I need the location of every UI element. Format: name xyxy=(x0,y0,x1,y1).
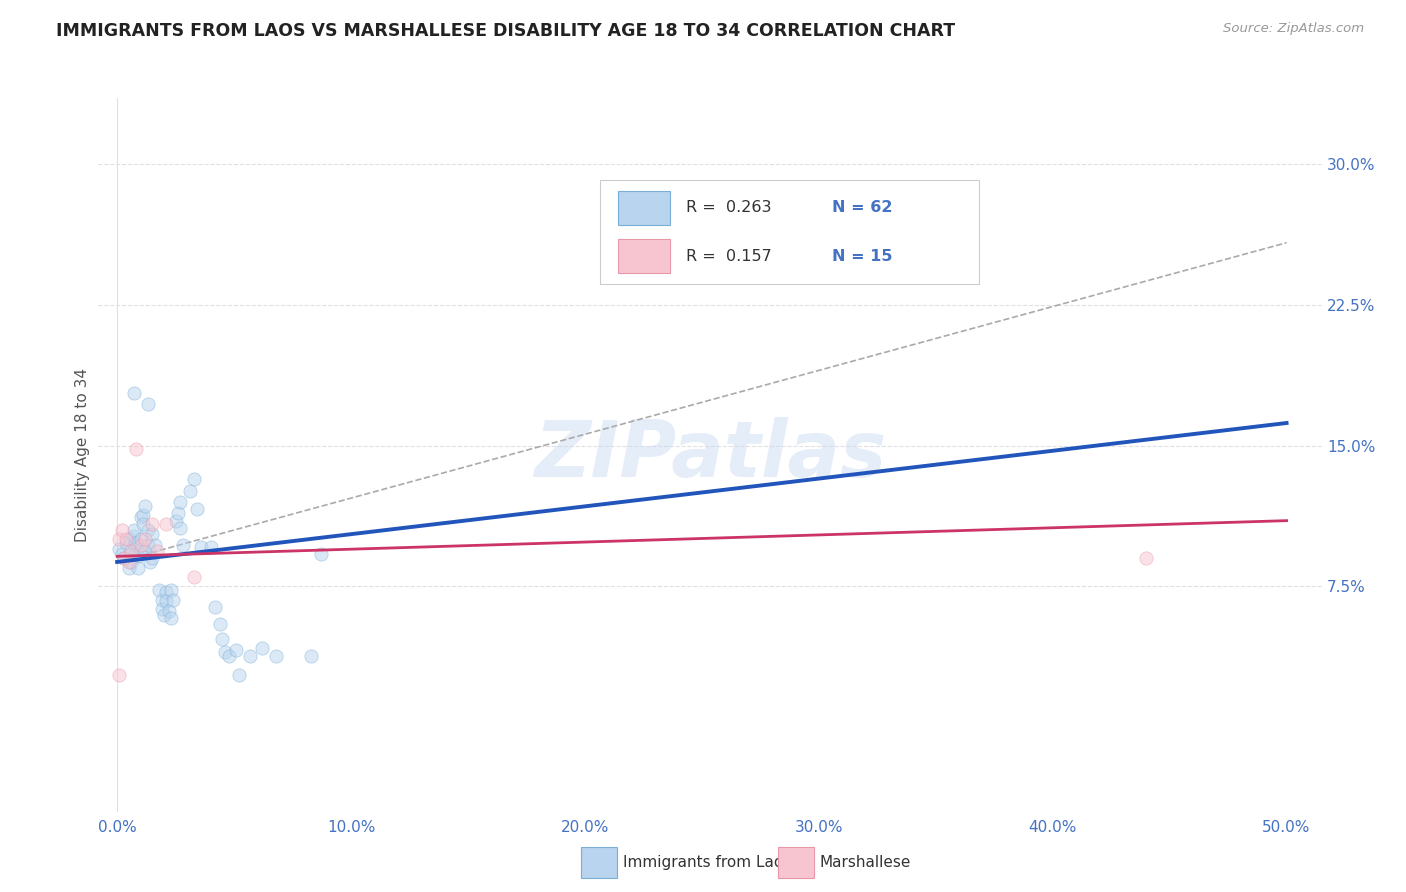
Y-axis label: Disability Age 18 to 34: Disability Age 18 to 34 xyxy=(75,368,90,542)
Point xyxy=(169,495,191,509)
Point xyxy=(118,555,141,569)
Point xyxy=(148,583,170,598)
Point xyxy=(129,509,152,524)
Point xyxy=(150,602,173,616)
Point xyxy=(134,533,156,547)
Point xyxy=(112,551,135,566)
Point xyxy=(209,616,232,631)
Point xyxy=(160,611,183,625)
Point xyxy=(122,386,145,401)
Point xyxy=(120,555,142,569)
Point xyxy=(183,472,205,486)
Text: N = 62: N = 62 xyxy=(832,201,893,215)
Point xyxy=(204,600,226,615)
Point xyxy=(1135,551,1157,566)
Point xyxy=(155,517,177,532)
Point xyxy=(118,560,141,574)
Point xyxy=(150,592,173,607)
Point xyxy=(155,585,177,599)
Point xyxy=(141,526,163,541)
Point xyxy=(115,536,138,550)
Point xyxy=(165,514,187,528)
Point xyxy=(136,538,159,552)
FancyBboxPatch shape xyxy=(619,239,669,273)
Point xyxy=(111,548,134,562)
Point xyxy=(122,523,145,537)
Text: Source: ZipAtlas.com: Source: ZipAtlas.com xyxy=(1223,22,1364,36)
Point xyxy=(172,538,194,552)
Point xyxy=(239,648,262,663)
Point xyxy=(115,533,138,547)
Point xyxy=(141,551,163,566)
Point xyxy=(167,506,190,520)
Point xyxy=(186,502,208,516)
Point xyxy=(157,604,180,618)
Point xyxy=(125,536,148,550)
Point xyxy=(264,648,287,663)
Point xyxy=(169,521,191,535)
Text: Immigrants from Laos: Immigrants from Laos xyxy=(623,855,792,870)
Point xyxy=(122,529,145,543)
Point xyxy=(108,533,131,547)
Point xyxy=(129,538,152,552)
Text: Marshallese: Marshallese xyxy=(820,855,911,870)
Point xyxy=(134,499,156,513)
Point xyxy=(183,570,205,584)
Point xyxy=(309,548,332,562)
Point xyxy=(129,541,152,556)
Point xyxy=(132,517,155,532)
Point xyxy=(127,560,149,574)
FancyBboxPatch shape xyxy=(619,191,669,225)
Point xyxy=(125,548,148,562)
Text: IMMIGRANTS FROM LAOS VS MARSHALLESE DISABILITY AGE 18 TO 34 CORRELATION CHART: IMMIGRANTS FROM LAOS VS MARSHALLESE DISA… xyxy=(56,22,955,40)
Point xyxy=(179,483,201,498)
Point xyxy=(228,667,250,681)
Point xyxy=(218,648,240,663)
Text: N = 15: N = 15 xyxy=(832,249,893,263)
Point xyxy=(153,607,176,622)
Point xyxy=(132,508,155,522)
Point xyxy=(162,592,184,607)
Point xyxy=(108,541,131,556)
Point xyxy=(200,540,222,554)
Text: R =  0.157: R = 0.157 xyxy=(686,249,772,263)
Text: R =  0.263: R = 0.263 xyxy=(686,201,770,215)
Point xyxy=(146,543,169,558)
Point xyxy=(225,643,247,657)
Point xyxy=(134,543,156,558)
Point xyxy=(112,551,135,566)
Point xyxy=(111,523,134,537)
Point xyxy=(139,555,162,569)
Point xyxy=(211,632,233,646)
Point xyxy=(136,523,159,537)
Point xyxy=(155,594,177,608)
Point xyxy=(120,543,142,558)
Text: ZIPatlas: ZIPatlas xyxy=(534,417,886,493)
Point xyxy=(118,533,141,547)
Point xyxy=(120,545,142,559)
Point xyxy=(129,533,152,547)
Point xyxy=(299,648,322,663)
Point xyxy=(143,538,166,552)
FancyBboxPatch shape xyxy=(600,180,979,284)
Point xyxy=(160,583,183,598)
Point xyxy=(136,397,159,411)
Point xyxy=(141,517,163,532)
Point xyxy=(214,645,236,659)
Point xyxy=(190,540,212,554)
Point xyxy=(108,667,131,681)
Point xyxy=(250,641,273,656)
Point xyxy=(125,442,148,457)
Point xyxy=(122,538,145,552)
Point xyxy=(127,549,149,564)
